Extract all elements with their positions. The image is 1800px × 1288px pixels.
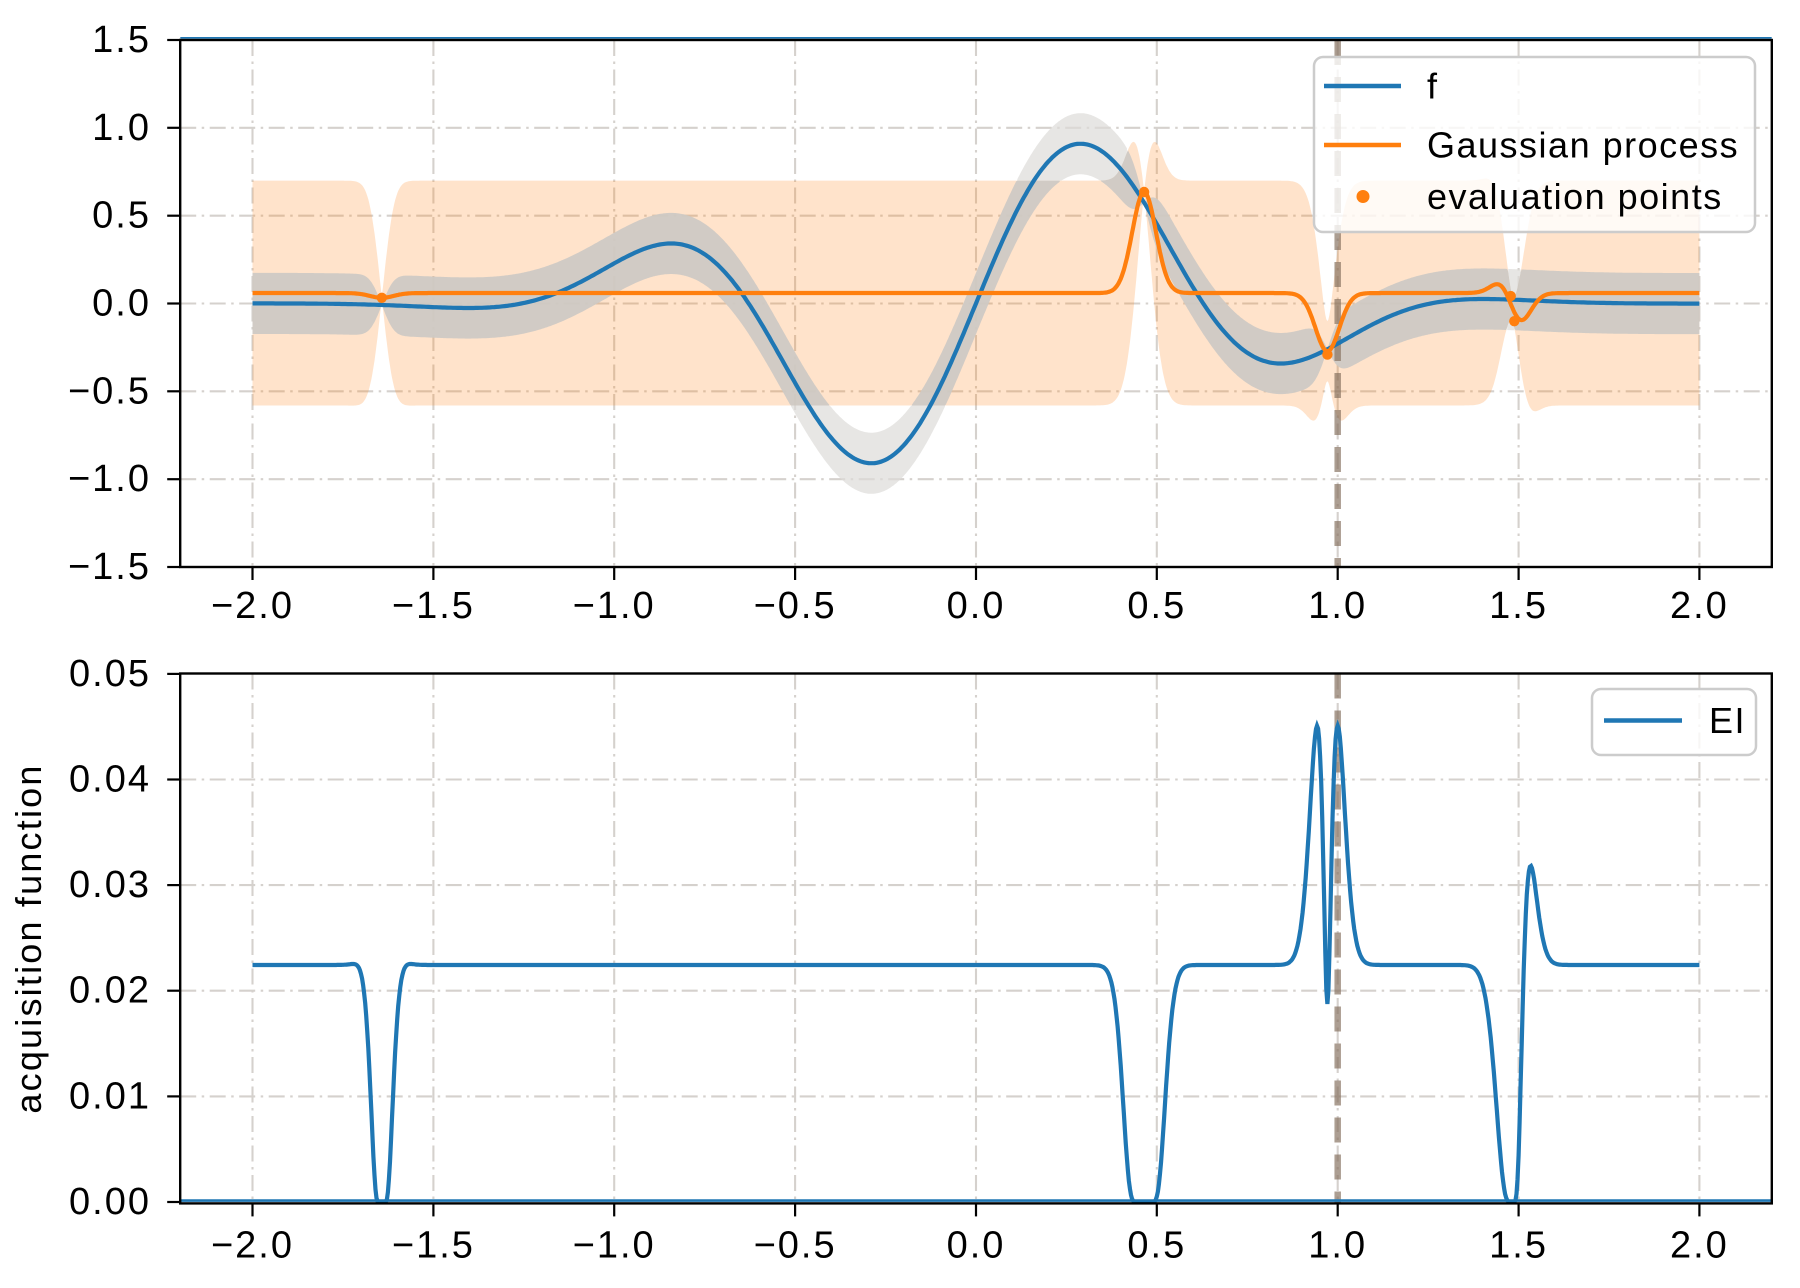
svg-text:−2.0: −2.0	[211, 585, 294, 627]
svg-text:−1.5: −1.5	[68, 546, 151, 588]
svg-text:0.00: 0.00	[69, 1181, 151, 1223]
svg-text:0.0: 0.0	[947, 585, 1006, 627]
svg-text:Gaussian process: Gaussian process	[1427, 125, 1739, 166]
svg-text:1.5: 1.5	[1489, 585, 1548, 627]
svg-text:−0.5: −0.5	[754, 1225, 837, 1267]
svg-text:−1.5: −1.5	[392, 585, 475, 627]
svg-text:2.0: 2.0	[1670, 585, 1729, 627]
svg-text:−1.0: −1.0	[573, 585, 656, 627]
svg-text:f: f	[1427, 66, 1439, 107]
svg-text:−1.0: −1.0	[573, 1225, 656, 1267]
svg-text:0.0: 0.0	[92, 283, 151, 325]
svg-text:1.5: 1.5	[1489, 1225, 1548, 1267]
svg-text:EI: EI	[1709, 700, 1746, 741]
svg-text:−2.0: −2.0	[211, 1225, 294, 1267]
svg-text:2.0: 2.0	[1670, 1225, 1729, 1267]
svg-text:−1.5: −1.5	[392, 1225, 475, 1267]
svg-text:1.0: 1.0	[1308, 585, 1367, 627]
svg-text:0.5: 0.5	[92, 195, 151, 237]
svg-text:−1.0: −1.0	[68, 458, 151, 500]
svg-text:0.5: 0.5	[1127, 1225, 1186, 1267]
svg-text:0.5: 0.5	[1127, 585, 1186, 627]
svg-text:0.04: 0.04	[69, 759, 151, 801]
svg-text:−0.5: −0.5	[68, 370, 151, 412]
svg-text:−0.5: −0.5	[754, 585, 837, 627]
svg-text:0.05: 0.05	[69, 653, 151, 695]
svg-text:1.5: 1.5	[92, 19, 151, 61]
svg-text:0.03: 0.03	[69, 864, 151, 906]
svg-text:0.02: 0.02	[69, 970, 151, 1012]
svg-text:1.0: 1.0	[92, 107, 151, 149]
svg-text:0.0: 0.0	[947, 1225, 1006, 1267]
svg-text:evaluation points: evaluation points	[1427, 176, 1723, 217]
svg-text:acquisition function: acquisition function	[8, 763, 49, 1113]
svg-text:1.0: 1.0	[1308, 1225, 1367, 1267]
svg-text:0.01: 0.01	[69, 1075, 151, 1117]
